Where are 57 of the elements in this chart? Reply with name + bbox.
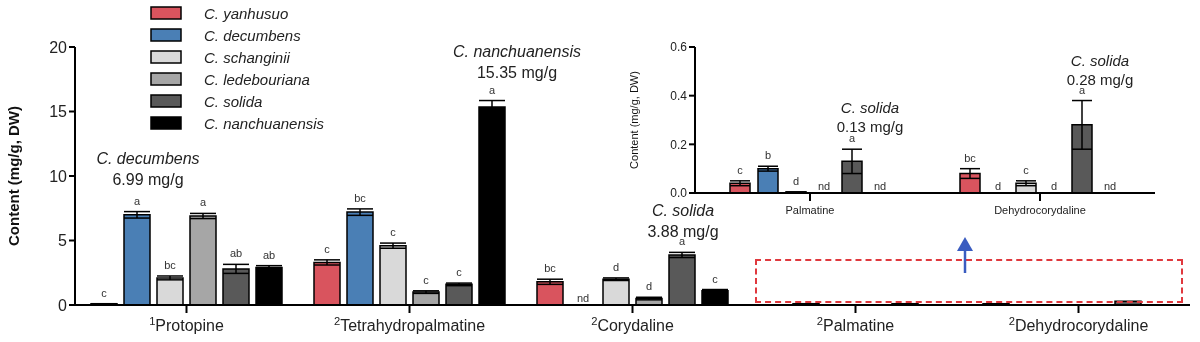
text: nd <box>873 180 887 192</box>
data-label: a <box>199 196 207 209</box>
data-label: d <box>612 260 620 273</box>
data-label: bc <box>354 191 367 204</box>
x-tick-label: $^{2}$Corydaline <box>591 315 674 334</box>
data-label: bc <box>544 262 557 275</box>
x-tick-label: $^{2}$Dehydrocorydaline <box>1008 315 1149 334</box>
data-label: d <box>645 280 653 293</box>
text: d <box>994 180 1002 192</box>
y-tick-label: 10 <box>49 167 68 185</box>
y-tick-label: 5 <box>58 232 68 250</box>
data-label: ab <box>262 248 276 261</box>
data-label: bc <box>964 151 977 164</box>
text: d <box>1050 180 1058 192</box>
y-axis-title: Content (mg/g, DW) <box>627 71 640 169</box>
legend-label: C. schanginii <box>204 48 290 66</box>
data-label: c <box>423 273 430 286</box>
legend-label: C. ledebouriana <box>204 70 310 88</box>
legend-label: C. nanchuanensis <box>204 114 325 132</box>
data-label: bc <box>164 258 177 271</box>
data-label: c <box>737 163 744 176</box>
data-label: c <box>712 272 719 285</box>
y-tick-label: 0.0 <box>670 186 688 201</box>
x-tick-label: $^{2}$Palmatine <box>816 315 895 334</box>
data-label: c <box>390 226 397 239</box>
data-label: a <box>488 83 496 96</box>
x-tick-label: $^{1}$Protopine <box>149 315 224 334</box>
annotation: C. solida 3.88 mg/g <box>647 202 719 240</box>
y-tick-label: 15 <box>49 103 68 121</box>
text: nd <box>576 292 590 304</box>
legend-label: C. yanhusuo <box>204 4 289 22</box>
data-label: b <box>764 149 772 162</box>
data-label: a <box>848 132 856 145</box>
x-tick-label: $^{2}$Tetrahydropalmatine <box>333 315 486 334</box>
text: nd <box>1103 180 1117 192</box>
data-label: ab <box>229 247 243 260</box>
text: nd <box>817 180 831 192</box>
y-tick-label: 20 <box>49 38 68 56</box>
annotation: C. solida 0.28 mg/g <box>1066 51 1134 88</box>
y-tick-label: 0 <box>58 296 68 314</box>
y-axis-title: Content (mg/g, DW) <box>5 106 23 246</box>
annotation: C. decumbens 6.99 mg/g <box>96 150 200 188</box>
data-label: a <box>133 194 141 207</box>
data-label: d <box>792 174 800 187</box>
x-tick-label: Dehydrocorydaline <box>994 204 1086 216</box>
annotation: C. nanchuanensis 15.35 mg/g <box>452 43 582 81</box>
y-tick-label: 0.2 <box>670 137 688 152</box>
data-label: c <box>324 242 331 255</box>
x-tick-label: Palmatine <box>785 204 835 216</box>
legend-label: C. decumbens <box>204 26 301 44</box>
data-label: c <box>456 266 463 279</box>
y-tick-label: 0.4 <box>670 88 688 103</box>
annotation: C. solida 0.13 mg/g <box>836 98 904 135</box>
legend-label: C. solida <box>204 92 263 110</box>
y-tick-label: 0.6 <box>670 40 688 55</box>
data-label: c <box>101 286 108 299</box>
data-label: c <box>1023 163 1030 176</box>
